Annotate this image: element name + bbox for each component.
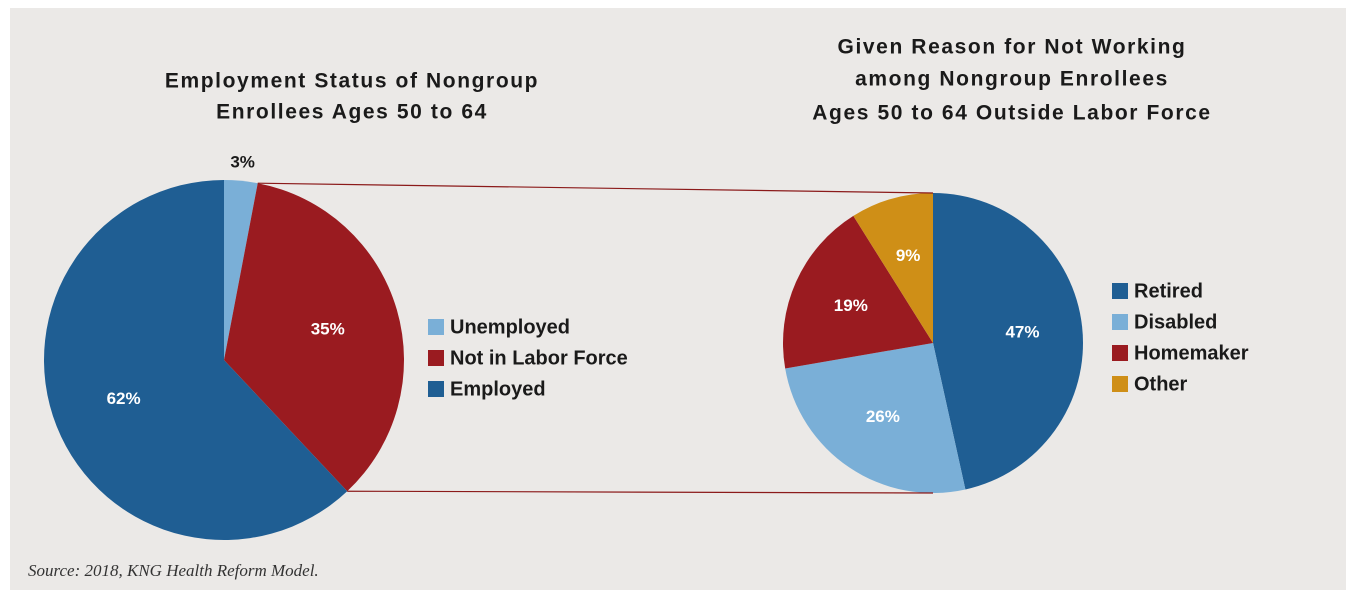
legend-swatch bbox=[428, 381, 444, 397]
pie-slice bbox=[224, 180, 258, 360]
data-label: 62% bbox=[107, 389, 141, 408]
chart-title: Given Reason for Not Working bbox=[838, 36, 1187, 59]
legend-label: Other bbox=[1134, 373, 1188, 395]
connector bbox=[347, 490, 934, 494]
source: Source: 2018, KNG Health Reform Model. bbox=[28, 561, 319, 580]
legend-label: Retired bbox=[1134, 280, 1203, 302]
pie-slice bbox=[43, 180, 348, 540]
legend-label: Employed bbox=[450, 378, 546, 400]
chart-title: Enrollees Ages 50 to 64 bbox=[216, 101, 488, 124]
pie-slice bbox=[933, 193, 1083, 490]
legend-label: Not in Labor Force bbox=[450, 347, 628, 369]
chart-title: among Nongroup Enrollees bbox=[855, 68, 1169, 91]
legend-label: Homemaker bbox=[1134, 342, 1249, 364]
data-label: 47% bbox=[1005, 323, 1039, 342]
legend-label: Disabled bbox=[1134, 311, 1217, 333]
legend-label: Unemployed bbox=[450, 316, 570, 338]
chart-title: Employment Status of Nongroup bbox=[165, 70, 539, 93]
pie-slice bbox=[853, 193, 933, 343]
connector bbox=[257, 182, 934, 194]
legend-swatch bbox=[1112, 314, 1128, 330]
pie-slice bbox=[224, 183, 405, 492]
legend-swatch bbox=[428, 350, 444, 366]
data-label: 9% bbox=[896, 246, 921, 265]
chart-title: Ages 50 to 64 Outside Labor Force bbox=[812, 102, 1211, 125]
legend-swatch bbox=[1112, 283, 1128, 299]
legend-swatch bbox=[428, 319, 444, 335]
legend-swatch bbox=[1112, 376, 1128, 392]
pie-slice bbox=[783, 215, 933, 369]
data-label: 35% bbox=[311, 319, 345, 338]
data-label: 26% bbox=[866, 407, 900, 426]
pie-slice bbox=[785, 343, 966, 493]
data-label: 3% bbox=[230, 152, 255, 171]
data-label: 19% bbox=[834, 296, 868, 315]
legend-swatch bbox=[1112, 345, 1128, 361]
